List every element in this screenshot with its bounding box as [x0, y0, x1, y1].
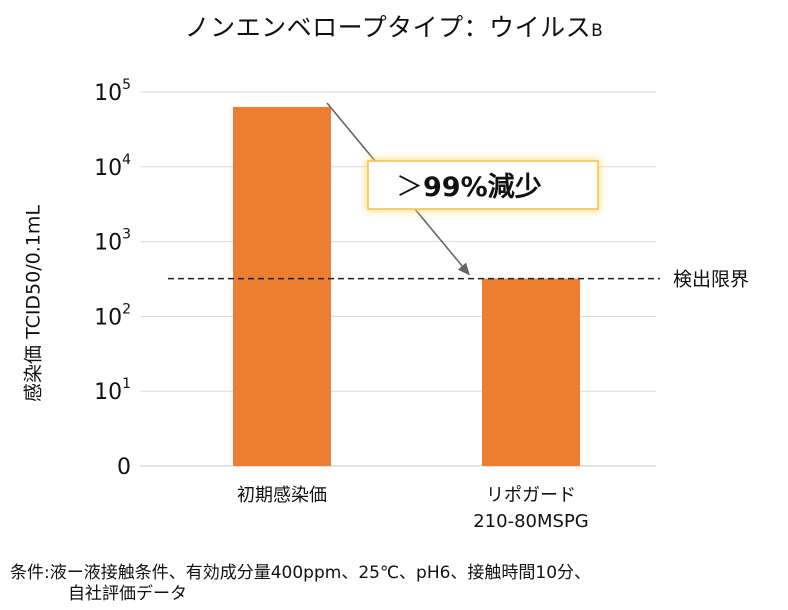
x-category-label: リポガード 210-80MSPG [431, 483, 631, 535]
chart-title-main: ノンエンベロープタイプ：ウイルス [184, 13, 592, 42]
detection-limit-label: 検出限界 [673, 269, 749, 291]
annotation-box [367, 160, 599, 210]
x-category-label-line: 210-80MSPG [473, 511, 589, 532]
detection-limit: 検出限界 [168, 269, 749, 291]
y-tick-label: 102 [94, 301, 131, 330]
bar [482, 278, 580, 466]
y-tick-label: 104 [94, 152, 131, 181]
y-tick-label: 103 [94, 227, 131, 256]
conditions-note: 条件:液ー液接触条件、有効成分量400ppm、25℃、pH6、接触時間10分、 … [10, 563, 780, 605]
y-tick-labels: 0 101 102 103 104 105 [94, 77, 131, 480]
annotation-arrow-head [458, 262, 470, 276]
x-category-label-line: 初期感染価 [237, 485, 327, 506]
annotation-text: ＞99%減少 [396, 172, 542, 203]
chart-svg: 0 101 102 103 104 105 検出限界 ＞99%減少 [94, 77, 749, 480]
conditions-line-2: 自社評価データ [68, 584, 187, 604]
conditions-line-1: 条件:液ー液接触条件、有効成分量400ppm、25℃、pH6、接触時間10分、 [10, 563, 592, 583]
y-tick-label: 105 [94, 77, 131, 106]
y-tick-label: 0 [117, 455, 131, 480]
x-category-label: 初期感染価 [182, 483, 382, 509]
bars [233, 107, 580, 466]
y-tick-label: 101 [94, 376, 131, 405]
reduction-annotation: ＞99%減少 [326, 102, 600, 276]
chart-title: ノンエンベロープタイプ：ウイルスB [0, 8, 788, 44]
x-category-label-line: リポガード [486, 485, 576, 506]
bar [233, 107, 331, 466]
chart-title-sub: B [591, 21, 604, 41]
